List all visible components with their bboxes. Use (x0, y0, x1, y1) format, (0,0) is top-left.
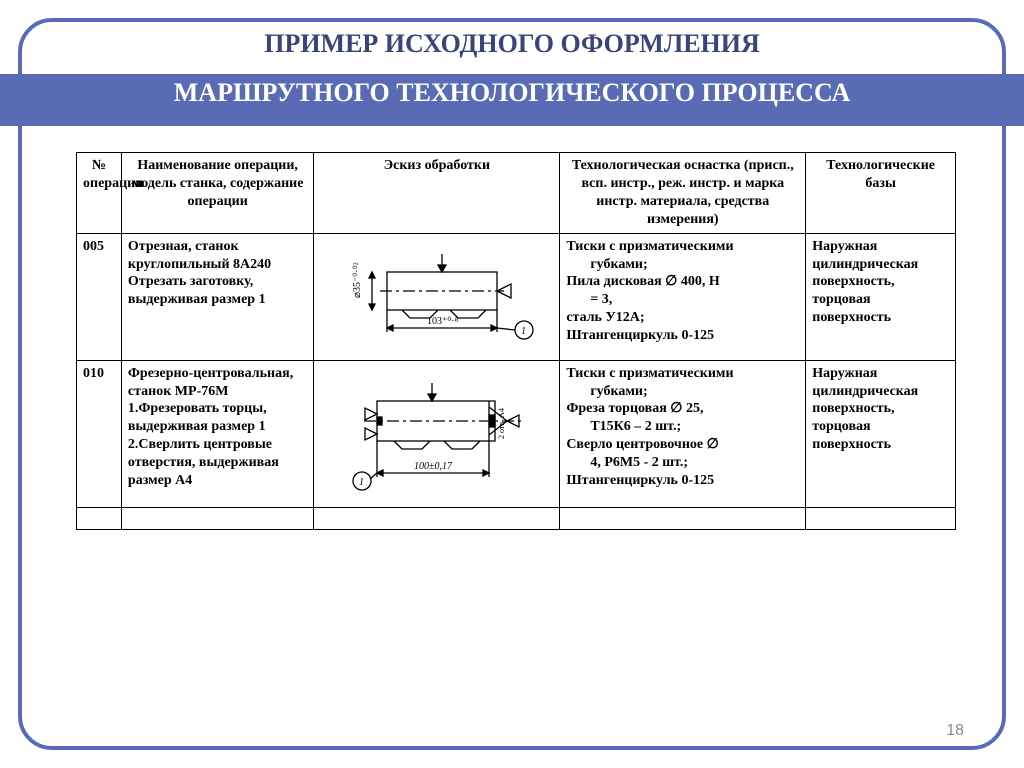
cell-name: Фрезерно-центровальная, станок МР-76М 1.… (121, 360, 313, 507)
fixture-line: сталь У12А; (566, 310, 644, 325)
cell-bases: Наружная цилиндрическая поверхность, тор… (806, 360, 956, 507)
col-header-sketch: Эскиз обработки (314, 153, 560, 234)
svg-text:⌀35⁻⁰·⁰²: ⌀35⁻⁰·⁰² (352, 262, 363, 298)
table-row: 010 Фрезерно-центровальная, станок МР-76… (77, 360, 956, 507)
op-name-line: 2.Сверлить центровые отверстия, выдержив… (128, 437, 279, 488)
fixture-line: Т15К6 – 2 шт.; (566, 418, 799, 436)
cell-empty (77, 507, 122, 529)
process-table-wrap: № операции Наименование операции, модель… (76, 152, 956, 530)
op-name-line: Отрезать заготовку, выдерживая размер 1 (128, 274, 266, 307)
title-line2: МАРШРУТНОГО ТЕХНОЛОГИЧЕСКОГО ПРОЦЕССА (0, 77, 1024, 108)
col-header-num: № операции (77, 153, 122, 234)
op-name-line: 1.Фрезеровать торцы, выдерживая размер 1 (128, 401, 267, 434)
fixture-line: 4, Р6М5 - 2 шт.; (566, 454, 799, 472)
cell-empty (560, 507, 806, 529)
fixture-line: Тиски с призматическими (566, 366, 733, 381)
op-name-line: Фрезерно-центровальная, (128, 366, 293, 381)
op-name-line: станок МР-76М (128, 384, 229, 399)
cell-empty (121, 507, 313, 529)
page-number: 18 (946, 722, 964, 740)
cell-num: 005 (77, 233, 122, 360)
col-header-fixture: Технологическая оснастка (присп., всп. и… (560, 153, 806, 234)
fixture-line: Штангенциркуль 0-125 (566, 328, 714, 343)
table-header-row: № операции Наименование операции, модель… (77, 153, 956, 234)
process-table: № операции Наименование операции, модель… (76, 152, 956, 530)
cell-sketch: 100±0,17 1 2 отв. А4 (314, 360, 560, 507)
svg-text:2 отв. А4: 2 отв. А4 (497, 408, 506, 439)
fixture-line: Фреза торцовая ∅ 25, (566, 401, 703, 416)
fixture-line: губками; (566, 256, 799, 274)
fixture-line: Штангенциркуль 0-125 (566, 473, 714, 488)
cell-empty (806, 507, 956, 529)
cell-bases: Наружная цилиндрическая поверхность, тор… (806, 233, 956, 360)
cell-num: 010 (77, 360, 122, 507)
table-row-empty (77, 507, 956, 529)
sketch-005: ⌀35⁻⁰·⁰² 103⁺⁰·⁸ (332, 242, 542, 352)
fixture-line: губками; (566, 383, 799, 401)
table-row: 005 Отрезная, станок круглопильный 8А240… (77, 233, 956, 360)
fixture-line: Пила дисковая ∅ 400, Н (566, 274, 719, 289)
col-header-bases: Технологические базы (806, 153, 956, 234)
fixture-line: Тиски с призматическими (566, 239, 733, 254)
cell-name: Отрезная, станок круглопильный 8А240 Отр… (121, 233, 313, 360)
col-header-name: Наименование операции, модель станка, со… (121, 153, 313, 234)
cell-fixture: Тиски с призматическими губками; Пила ди… (560, 233, 806, 360)
title-line1: ПРИМЕР ИСХОДНОГО ОФОРМЛЕНИЯ (264, 29, 760, 58)
svg-text:100±0,17: 100±0,17 (414, 461, 453, 472)
svg-text:1: 1 (521, 326, 526, 337)
cell-sketch: ⌀35⁻⁰·⁰² 103⁺⁰·⁸ (314, 233, 560, 360)
fixture-line: = 3, (566, 291, 799, 309)
cell-fixture: Тиски с призматическими губками; Фреза т… (560, 360, 806, 507)
cell-empty (314, 507, 560, 529)
svg-text:103⁺⁰·⁸: 103⁺⁰·⁸ (427, 316, 459, 327)
op-name-line: Отрезная, станок круглопильный 8А240 (128, 239, 271, 272)
fixture-line: Сверло центровочное ∅ (566, 437, 718, 452)
svg-text:1: 1 (359, 477, 364, 488)
sketch-010: 100±0,17 1 2 отв. А4 (332, 369, 542, 499)
slide-title: ПРИМЕР ИСХОДНОГО ОФОРМЛЕНИЯ МАРШРУТНОГО … (0, 28, 1024, 108)
